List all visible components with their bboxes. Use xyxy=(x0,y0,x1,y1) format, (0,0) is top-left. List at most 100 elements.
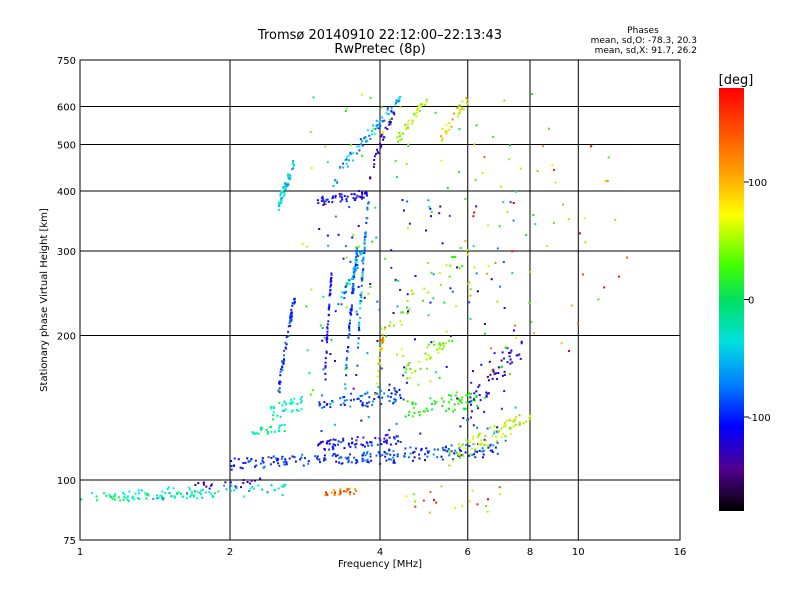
echo-point xyxy=(323,448,326,450)
echo-point xyxy=(388,383,391,386)
echo-point xyxy=(444,130,447,133)
echo-point xyxy=(465,101,468,104)
echo-point xyxy=(281,361,284,364)
echo-point xyxy=(281,455,284,458)
echo-point xyxy=(230,489,233,492)
echo-point xyxy=(522,422,525,425)
echo-point xyxy=(145,497,148,500)
echo-point xyxy=(393,324,396,327)
echo-point xyxy=(383,328,386,331)
echo-point xyxy=(450,450,453,453)
echo-point xyxy=(458,104,461,107)
echo-point xyxy=(371,240,374,243)
echo-point xyxy=(185,497,188,500)
echo-point xyxy=(404,447,407,450)
echo-point xyxy=(393,401,395,404)
echo-point xyxy=(366,405,369,408)
echo-point xyxy=(393,389,396,392)
echo-point xyxy=(377,396,380,399)
echo-point xyxy=(355,459,358,462)
echo-point xyxy=(249,482,252,485)
echo-point xyxy=(399,311,402,314)
echo-point xyxy=(476,405,479,407)
echo-point xyxy=(284,186,287,189)
echo-point xyxy=(493,425,496,428)
echo-point xyxy=(343,399,346,402)
echo-point xyxy=(273,488,276,491)
echo-point xyxy=(365,231,367,234)
echo-point xyxy=(369,137,372,140)
echo-point xyxy=(436,456,439,459)
echo-point xyxy=(354,487,357,490)
echo-point xyxy=(376,151,379,153)
echo-point xyxy=(382,138,385,141)
echo-point xyxy=(392,456,395,459)
echo-point xyxy=(263,465,266,468)
echo-point xyxy=(291,304,294,307)
echo-point xyxy=(446,450,449,453)
echo-point xyxy=(318,401,321,404)
echo-point xyxy=(290,402,293,405)
echo-point xyxy=(509,201,512,204)
echo-point xyxy=(340,296,343,299)
echo-point xyxy=(344,159,347,162)
echo-point xyxy=(497,431,500,434)
echo-point xyxy=(475,205,478,208)
echo-point xyxy=(441,446,444,449)
echo-point xyxy=(351,288,354,291)
y-tick-label: 500 xyxy=(57,141,76,152)
echo-point xyxy=(458,127,461,130)
echo-point xyxy=(477,407,480,410)
echo-point xyxy=(388,121,391,123)
echo-point xyxy=(570,304,573,307)
echo-point xyxy=(299,458,302,461)
echo-point xyxy=(445,132,448,135)
echo-point xyxy=(342,437,345,440)
echo-point xyxy=(291,168,294,171)
x-tick-label: 10 xyxy=(572,547,585,558)
echo-point xyxy=(584,241,587,244)
echo-point xyxy=(346,195,349,198)
echo-point xyxy=(389,396,392,398)
echo-point xyxy=(345,374,348,377)
echo-point xyxy=(192,495,195,498)
echo-point xyxy=(348,279,351,282)
echo-point xyxy=(362,268,365,271)
echo-point xyxy=(272,411,275,414)
echo-point xyxy=(354,263,357,266)
echo-point xyxy=(520,342,523,345)
echo-point xyxy=(413,412,416,414)
echo-point xyxy=(340,196,343,199)
echo-point xyxy=(498,486,501,489)
echo-point xyxy=(390,458,393,461)
echo-point xyxy=(441,137,444,140)
echo-point xyxy=(487,379,490,382)
echo-point xyxy=(293,456,296,459)
echo-point xyxy=(284,182,287,184)
echo-point xyxy=(353,492,355,495)
echo-point xyxy=(334,491,337,494)
echo-point xyxy=(375,152,377,155)
echo-point xyxy=(328,306,331,309)
echo-point xyxy=(348,206,351,209)
echo-point xyxy=(351,286,354,289)
echo-point xyxy=(403,455,406,458)
echo-point xyxy=(277,487,280,490)
echo-point xyxy=(351,275,354,278)
echo-point xyxy=(476,450,479,453)
echo-point xyxy=(494,262,497,264)
echo-point xyxy=(365,221,368,224)
echo-point xyxy=(444,449,447,452)
echo-point xyxy=(483,396,486,399)
echo-point xyxy=(389,122,392,125)
echo-point xyxy=(515,336,518,339)
echo-point xyxy=(577,322,580,325)
echo-point xyxy=(381,120,384,123)
echo-point xyxy=(451,118,454,121)
echo-point xyxy=(546,245,549,248)
echo-point xyxy=(470,399,473,402)
echo-point xyxy=(400,348,403,351)
echo-point xyxy=(323,202,326,204)
echo-point xyxy=(429,357,432,360)
echo-point xyxy=(464,407,467,410)
